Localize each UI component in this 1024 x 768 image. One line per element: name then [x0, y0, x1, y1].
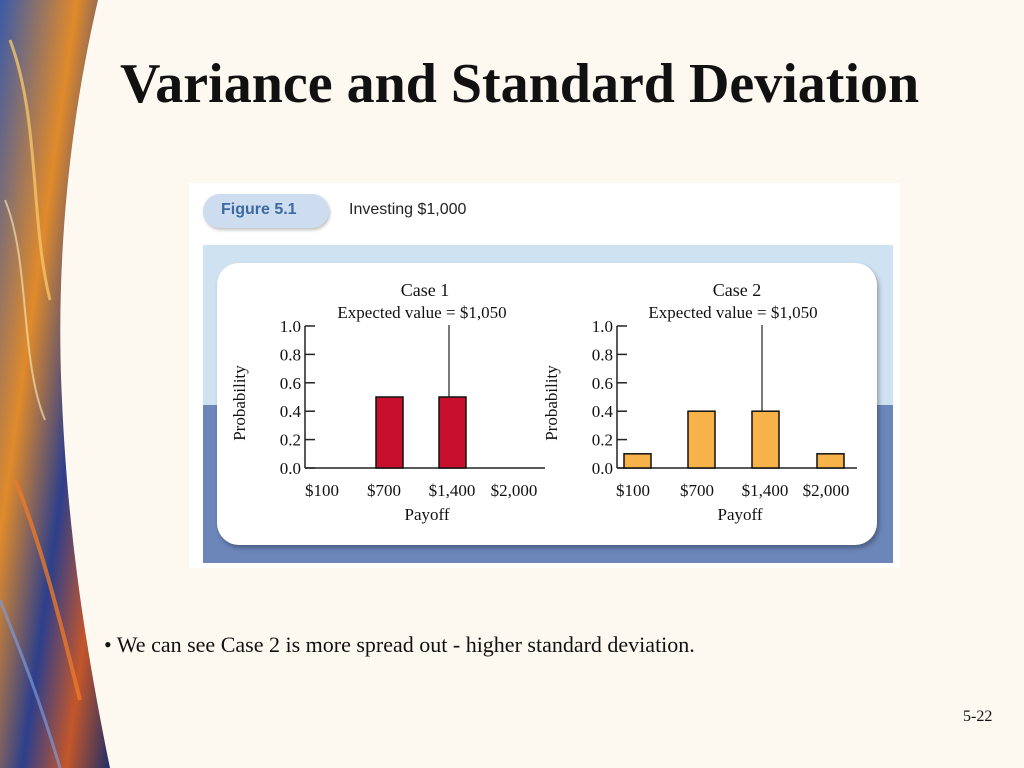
case2-chart-title: Case 2: [713, 280, 762, 300]
case2-y-tick-label: 0.0: [592, 459, 613, 478]
case1-chart-title: Case 1: [401, 280, 450, 300]
case1-x-tick-label: $1,400: [429, 481, 476, 500]
case1-y-tick-label: 0.6: [280, 374, 301, 393]
case1-y-axis-label: Probability: [230, 365, 249, 441]
page-number: 5-22: [963, 708, 993, 725]
charts-svg: Case 1 Expected value = $1,050 0.0 0.2 0.4 0.…: [230, 280, 857, 524]
case1-y-tick-label: 0.4: [280, 402, 302, 421]
case2-bar: [623, 453, 652, 469]
figure-tag-label: Figure 5.1: [221, 201, 297, 218]
case2-x-tick-label: $2,000: [803, 481, 850, 500]
case2-bar: [816, 453, 845, 469]
case2-bar: [687, 410, 716, 469]
case1-y-tick-label: 0.0: [280, 459, 301, 478]
figure-caption: Investing $1,000: [349, 201, 467, 218]
case1-chart-subtitle: Expected value = $1,050: [337, 303, 506, 322]
case2-y-tick-label: 0.8: [592, 345, 613, 364]
case1-x-axis-label: Payoff: [404, 505, 449, 524]
case1-x-tick-label: $2,000: [491, 481, 538, 500]
case1-bar: [375, 396, 404, 469]
figure-tag: Figure 5.1: [203, 194, 329, 228]
case1-x-tick-label: $100: [305, 481, 339, 500]
case2-y-tick-label: 1.0: [592, 317, 613, 336]
case2-y-tick-label: 0.4: [592, 402, 614, 421]
case1-y-tick-label: 1.0: [280, 317, 301, 336]
case2-x-tick-label: $100: [616, 481, 650, 500]
case2-y-tick-label: 0.2: [592, 431, 613, 450]
bullet-point: • We can see Case 2 is more spread out -…: [104, 632, 695, 657]
slide-title: Variance and Standard Deviation: [120, 53, 920, 115]
case2-chart-subtitle: Expected value = $1,050: [648, 303, 817, 322]
case2-y-tick-label: 0.6: [592, 374, 613, 393]
case2-x-tick-label: $700: [680, 481, 714, 500]
figure: Figure 5.1 Investing $1,000 Case 1 Expect…: [189, 183, 900, 568]
decorative-feather-border: [0, 0, 110, 768]
case2-x-axis-label: Payoff: [717, 505, 762, 524]
case1-y-tick-label: 0.8: [280, 345, 301, 364]
case1-x-tick-label: $700: [367, 481, 401, 500]
case1-y-tick-label: 0.2: [280, 431, 301, 450]
case2-bar: [751, 410, 780, 469]
case1-bar: [438, 396, 467, 469]
case2-y-axis-label: Probability: [542, 365, 561, 441]
case2-x-tick-label: $1,400: [742, 481, 789, 500]
chart-panel: Case 1 Expected value = $1,050 0.0 0.2 0.4 0.…: [217, 263, 877, 545]
